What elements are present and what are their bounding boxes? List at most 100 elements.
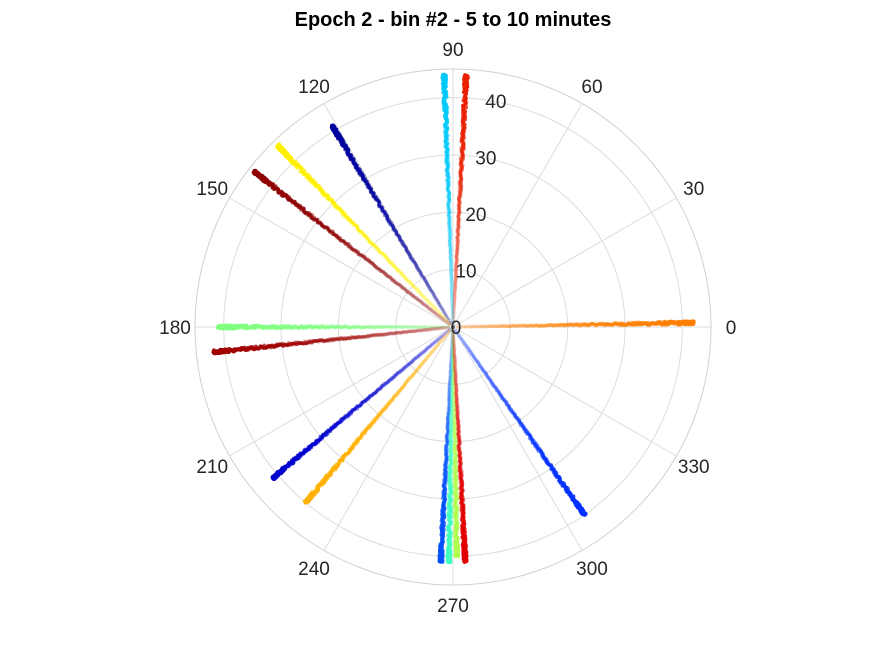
data-point [449, 266, 453, 271]
data-point [356, 250, 361, 255]
data-point [367, 423, 372, 428]
data-point [468, 349, 473, 354]
data-point [524, 324, 528, 329]
data-point [485, 324, 490, 329]
data-point [448, 238, 452, 243]
data-point [346, 325, 351, 330]
data-point [390, 331, 395, 335]
data-point [451, 398, 456, 403]
data-point [509, 407, 514, 412]
data-point [342, 337, 347, 342]
data-point [452, 357, 457, 361]
data-point [482, 324, 487, 329]
data-point [452, 403, 457, 408]
data-point [441, 80, 446, 85]
data-point [502, 398, 507, 403]
data-point [369, 422, 373, 427]
data-point [500, 396, 504, 400]
data-point [348, 244, 353, 249]
data-point [414, 369, 418, 374]
data-point [388, 398, 393, 403]
data-point [317, 326, 322, 330]
data-point [373, 264, 377, 269]
data-point [406, 324, 411, 329]
data-point [449, 460, 453, 465]
data-point [446, 412, 451, 417]
data-point [457, 202, 462, 206]
data-point [456, 421, 461, 426]
data-point [448, 270, 453, 275]
data-point [448, 231, 452, 236]
data-point [454, 260, 459, 265]
series-14 [451, 325, 588, 517]
data-point [448, 328, 452, 333]
data-point [381, 270, 386, 274]
data-point [447, 237, 452, 242]
data-point [389, 325, 394, 329]
data-point [449, 352, 454, 357]
data-point [449, 421, 454, 425]
data-point [342, 324, 347, 329]
data-point [456, 206, 461, 211]
data-point [399, 387, 404, 391]
data-point [410, 373, 415, 378]
data-point [419, 350, 424, 355]
data-point [403, 365, 408, 370]
data-point [452, 405, 457, 410]
data-point [271, 474, 277, 479]
data-point [473, 357, 478, 362]
data-point [391, 262, 396, 267]
data-point [325, 324, 330, 329]
data-point [451, 325, 455, 329]
data-point [453, 362, 457, 367]
data-point [453, 276, 458, 280]
data-point [335, 337, 339, 341]
data-point [456, 232, 461, 237]
data-point [449, 386, 454, 391]
data-point [343, 324, 348, 329]
data-point [413, 263, 418, 267]
data-point [405, 290, 410, 295]
data-point [453, 429, 458, 434]
data-point [365, 425, 370, 430]
data-point [453, 286, 458, 290]
data-point [448, 370, 453, 375]
data-point [551, 324, 556, 328]
data-point [371, 420, 375, 425]
data-point [556, 323, 561, 328]
data-point [575, 502, 580, 507]
data-point [448, 446, 453, 451]
data-point [379, 204, 384, 209]
data-point [496, 389, 501, 393]
data-point [433, 339, 438, 344]
data-point [576, 323, 581, 328]
data-point [436, 301, 441, 306]
data-point [372, 325, 377, 330]
data-point [452, 289, 457, 294]
data-point [459, 186, 463, 191]
data-point [452, 456, 457, 461]
data-point [413, 355, 418, 360]
data-point [395, 232, 400, 237]
data-point [468, 324, 473, 329]
data-point [457, 185, 462, 190]
data-point [364, 428, 369, 432]
data-point [427, 286, 432, 290]
data-point [358, 230, 363, 235]
data-point [402, 244, 407, 249]
data-point [424, 280, 429, 285]
data-point [454, 272, 459, 276]
data-point [444, 450, 449, 455]
data-point [511, 323, 516, 328]
data-point [424, 347, 429, 352]
data-point [515, 415, 520, 420]
data-point [436, 313, 441, 318]
ring-10 [395, 269, 511, 385]
data-point [399, 387, 403, 392]
data-point [453, 406, 457, 411]
data-point [349, 246, 354, 251]
data-point [488, 378, 493, 383]
data-point [432, 340, 437, 345]
data-point [450, 368, 455, 373]
data-point [340, 238, 345, 243]
